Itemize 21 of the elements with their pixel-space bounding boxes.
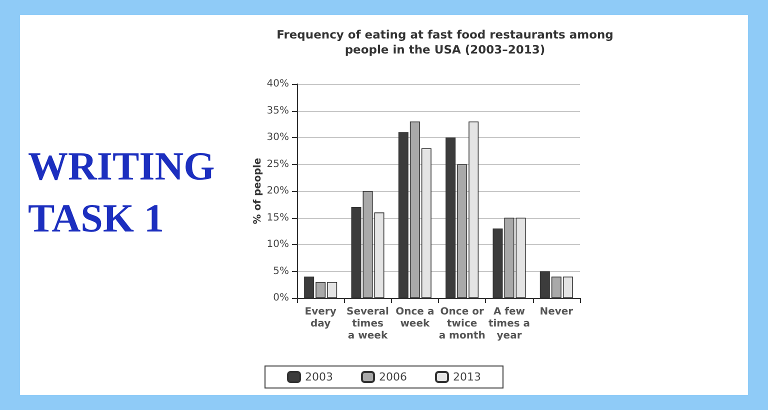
legend-label: 2003 — [305, 370, 334, 384]
text: WRITING TASK 1 — [28, 144, 215, 240]
x-tick-label: Several times a week — [346, 306, 389, 342]
y-tick-label: 35% — [266, 105, 289, 116]
y-tick-label: 15% — [266, 212, 289, 224]
y-tick-label: 40% — [266, 78, 289, 90]
y-tick-label: 5% — [273, 266, 289, 277]
x-tick-label: Every day — [304, 306, 337, 330]
legend-label: 2013 — [452, 370, 481, 384]
y-tick-label: 0% — [273, 292, 289, 304]
y-tick-label: 25% — [266, 158, 289, 170]
x-tick-label: Once or twice a month — [438, 306, 486, 342]
chart-title: Frequency of eating at fast food restaurants among people in the USA (2003–2013) — [276, 28, 614, 56]
y-tick-label: 30% — [266, 132, 289, 143]
y-tick-label: 10% — [266, 239, 289, 250]
x-tick-label: Never — [540, 306, 574, 318]
legend-label: 2006 — [379, 370, 408, 384]
x-tick-label: A few times a year — [488, 306, 530, 342]
y-tick-label: 20% — [266, 186, 289, 196]
y-axis-title: % of people — [252, 158, 264, 224]
x-tick-label: Once a week — [396, 306, 434, 330]
